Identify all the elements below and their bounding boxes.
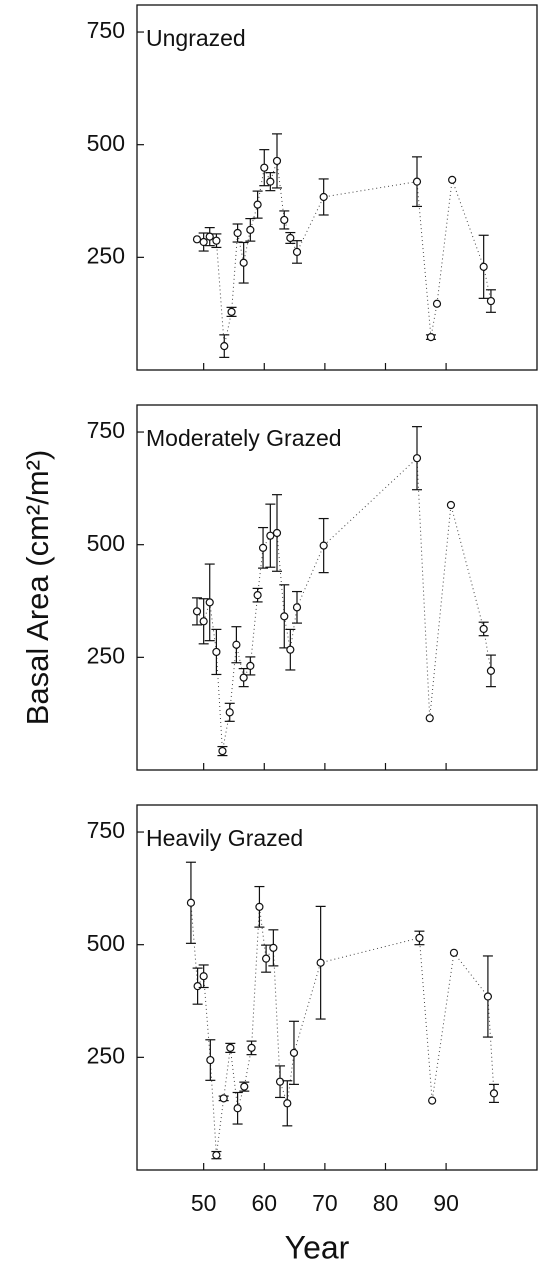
- point: [428, 1096, 437, 1105]
- point: [426, 333, 436, 342]
- plot-frame: [136, 404, 538, 771]
- point: [218, 746, 227, 756]
- plot-frame: [136, 804, 538, 1171]
- point: [239, 258, 248, 267]
- point: [258, 543, 268, 552]
- point: [289, 1048, 299, 1057]
- point: [199, 237, 208, 247]
- y-tick-label: 750: [87, 817, 125, 843]
- point: [255, 902, 264, 911]
- point: [280, 612, 289, 621]
- point: [226, 1043, 235, 1052]
- point: [275, 1077, 285, 1086]
- point: [449, 948, 459, 957]
- point: [247, 1043, 256, 1052]
- x-tick-label: 90: [433, 1190, 459, 1216]
- point: [292, 603, 302, 612]
- point: [205, 598, 214, 607]
- point: [219, 1094, 228, 1103]
- point: [253, 591, 262, 600]
- y-tick-label: 750: [87, 17, 125, 43]
- y-tick-label: 500: [87, 130, 125, 156]
- point: [432, 299, 442, 308]
- connecting-line: [190, 902, 495, 1156]
- plot-frame: [136, 4, 538, 371]
- point: [479, 262, 488, 271]
- point: [286, 645, 295, 654]
- point: [246, 225, 255, 234]
- y-tick-label: 250: [87, 642, 125, 668]
- point: [269, 943, 278, 952]
- point: [319, 541, 328, 550]
- point: [246, 661, 255, 671]
- y-tick-label: 250: [87, 1042, 125, 1068]
- y-tick-label: 750: [87, 417, 125, 443]
- point: [486, 296, 496, 306]
- point: [425, 714, 434, 723]
- point: [225, 708, 234, 717]
- y-tick-label: 500: [87, 530, 125, 556]
- point: [253, 200, 262, 209]
- x-tick-label: 50: [191, 1190, 217, 1216]
- x-tick-label: 60: [251, 1190, 277, 1216]
- connecting-line: [196, 457, 492, 752]
- x-tick-label: 70: [312, 1190, 338, 1216]
- x-axis-label: Year: [285, 1229, 350, 1265]
- point: [446, 500, 456, 510]
- point: [412, 454, 422, 463]
- point: [192, 607, 202, 616]
- point: [206, 1055, 215, 1065]
- point: [260, 163, 269, 172]
- point: [261, 954, 271, 963]
- y-axis-label: Basal Area (cm²/m²): [20, 450, 55, 726]
- point: [199, 972, 208, 981]
- point: [316, 958, 325, 967]
- y-tick-label: 250: [87, 242, 125, 268]
- point: [220, 342, 229, 351]
- panel-title: Moderately Grazed: [146, 425, 342, 451]
- panel-title: Ungrazed: [146, 25, 246, 51]
- point: [489, 1089, 499, 1098]
- point: [199, 617, 208, 626]
- point: [212, 647, 221, 657]
- point: [212, 1151, 221, 1160]
- point: [486, 666, 496, 675]
- point: [233, 228, 242, 238]
- point: [266, 531, 275, 540]
- point: [233, 1104, 242, 1113]
- point: [186, 898, 196, 907]
- point: [239, 673, 248, 682]
- point: [212, 236, 221, 245]
- panel-title: Heavily Grazed: [146, 825, 303, 851]
- point: [272, 156, 282, 166]
- point: [483, 992, 493, 1001]
- point: [227, 307, 236, 316]
- point: [479, 624, 488, 634]
- y-tick-label: 500: [87, 930, 125, 956]
- point: [319, 192, 328, 202]
- point: [266, 177, 275, 186]
- x-tick-label: 80: [373, 1190, 399, 1216]
- point: [232, 640, 241, 649]
- point: [286, 233, 295, 243]
- point: [283, 1099, 292, 1108]
- point: [193, 982, 202, 991]
- point: [412, 177, 422, 186]
- point: [448, 175, 457, 184]
- point: [205, 232, 214, 241]
- point: [292, 247, 302, 257]
- point: [192, 235, 202, 244]
- connecting-line: [196, 160, 492, 347]
- point: [280, 215, 289, 225]
- point: [240, 1082, 249, 1091]
- point: [415, 933, 424, 943]
- point: [272, 528, 282, 538]
